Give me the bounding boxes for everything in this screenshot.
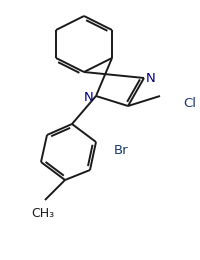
Text: Br: Br xyxy=(114,144,129,157)
Text: N: N xyxy=(146,72,156,84)
Text: N: N xyxy=(83,90,93,103)
Text: Cl: Cl xyxy=(183,96,196,109)
Text: CH₃: CH₃ xyxy=(31,207,55,220)
